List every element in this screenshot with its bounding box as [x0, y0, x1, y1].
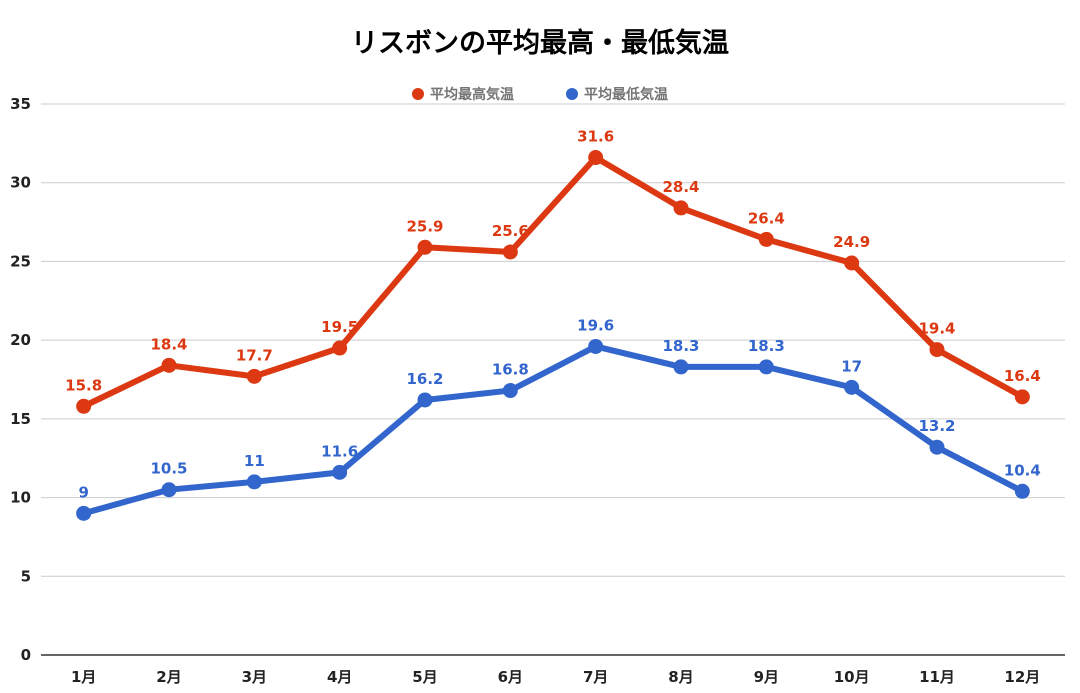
data-label: 19.5 [321, 318, 358, 336]
x-tick-label: 3月 [242, 668, 267, 686]
data-label: 19.4 [918, 320, 955, 338]
data-point [844, 379, 860, 395]
data-label: 24.9 [833, 233, 870, 251]
data-point [588, 150, 604, 166]
x-tick-label: 4月 [327, 668, 352, 686]
data-label: 18.3 [748, 337, 785, 355]
y-tick-label: 5 [21, 567, 31, 585]
data-point [758, 359, 774, 375]
y-tick-label: 30 [10, 174, 31, 192]
data-label: 18.3 [662, 337, 699, 355]
y-tick-label: 25 [10, 252, 31, 270]
series-line [82, 154, 1024, 409]
data-point [417, 392, 433, 408]
data-label: 11.6 [321, 442, 358, 460]
legend: 平均最高気温 平均最低気温 [412, 86, 668, 103]
legend-marker [566, 88, 578, 100]
legend-label: 平均最低気温 [584, 86, 668, 103]
x-tick-label: 6月 [498, 668, 523, 686]
data-label: 25.9 [406, 217, 443, 235]
y-tick-label: 20 [10, 331, 31, 349]
data-label: 28.4 [662, 178, 699, 196]
y-tick-label: 10 [10, 489, 31, 507]
data-point [1014, 389, 1030, 405]
data-point [844, 255, 860, 271]
data-label: 10.5 [150, 460, 187, 478]
data-label: 17 [841, 357, 862, 375]
data-label: 13.2 [918, 417, 955, 435]
data-label: 17.7 [236, 346, 273, 364]
x-tick-label: 1月 [71, 668, 96, 686]
x-tick-label: 11月 [919, 668, 955, 686]
data-label: 25.6 [492, 222, 529, 240]
x-tick-label: 9月 [754, 668, 779, 686]
legend-marker [412, 88, 424, 100]
data-point [673, 200, 689, 216]
series-1: 15.8 18.4 17.7 19.5 25.9 25.6 31.6 28.4 26.4 24.9… [65, 128, 1041, 414]
series-line [82, 343, 1024, 517]
data-point [246, 368, 262, 384]
legend-label: 平均最高気温 [430, 86, 514, 103]
x-axis: 1月 2月 3月 4月 5月 6月 7月 8月 9月 10月 11月 12月 [71, 668, 1040, 686]
x-tick-label: 5月 [412, 668, 437, 686]
data-point [502, 244, 518, 260]
x-tick-label: 2月 [156, 668, 181, 686]
y-axis: 0 5 10 15 20 25 30 35 [10, 95, 31, 664]
data-point [161, 482, 177, 498]
x-tick-label: 8月 [668, 668, 693, 686]
data-label: 16.8 [492, 361, 529, 379]
data-label: 10.4 [1004, 461, 1041, 479]
data-point [1014, 483, 1030, 499]
data-label: 9 [78, 483, 88, 501]
data-point [161, 357, 177, 373]
data-point [246, 474, 262, 490]
data-label: 31.6 [577, 128, 614, 146]
data-point [332, 464, 348, 480]
data-point [417, 239, 433, 255]
data-point [332, 340, 348, 356]
data-point [76, 505, 92, 521]
data-point [502, 383, 518, 399]
series-group: 15.8 18.4 17.7 19.5 25.9 25.6 31.6 28.4 26.4 24.9… [65, 128, 1041, 521]
y-tick-label: 0 [21, 646, 31, 664]
data-label: 16.4 [1004, 367, 1041, 385]
data-label: 19.6 [577, 316, 614, 334]
data-point [758, 231, 774, 247]
data-label: 18.4 [150, 335, 187, 353]
gridlines [41, 103, 1065, 656]
data-point [929, 342, 945, 358]
data-label: 15.8 [65, 376, 102, 394]
data-label: 11 [244, 452, 265, 470]
data-point [673, 359, 689, 375]
data-label: 16.2 [406, 370, 443, 388]
y-tick-label: 15 [10, 410, 31, 428]
chart-title: リスボンの平均最高・最低気温 [351, 27, 729, 59]
data-point [588, 338, 604, 354]
x-tick-label: 10月 [834, 668, 870, 686]
data-point [76, 398, 92, 414]
x-tick-label: 7月 [583, 668, 608, 686]
x-tick-label: 12月 [1004, 668, 1040, 686]
data-label: 26.4 [748, 209, 785, 227]
data-point [929, 439, 945, 455]
y-tick-label: 35 [10, 95, 31, 113]
series-2: 9 10.5 11 11.6 16.2 16.8 19.6 18.3 18.3 17 13.2 10.… [76, 316, 1041, 521]
